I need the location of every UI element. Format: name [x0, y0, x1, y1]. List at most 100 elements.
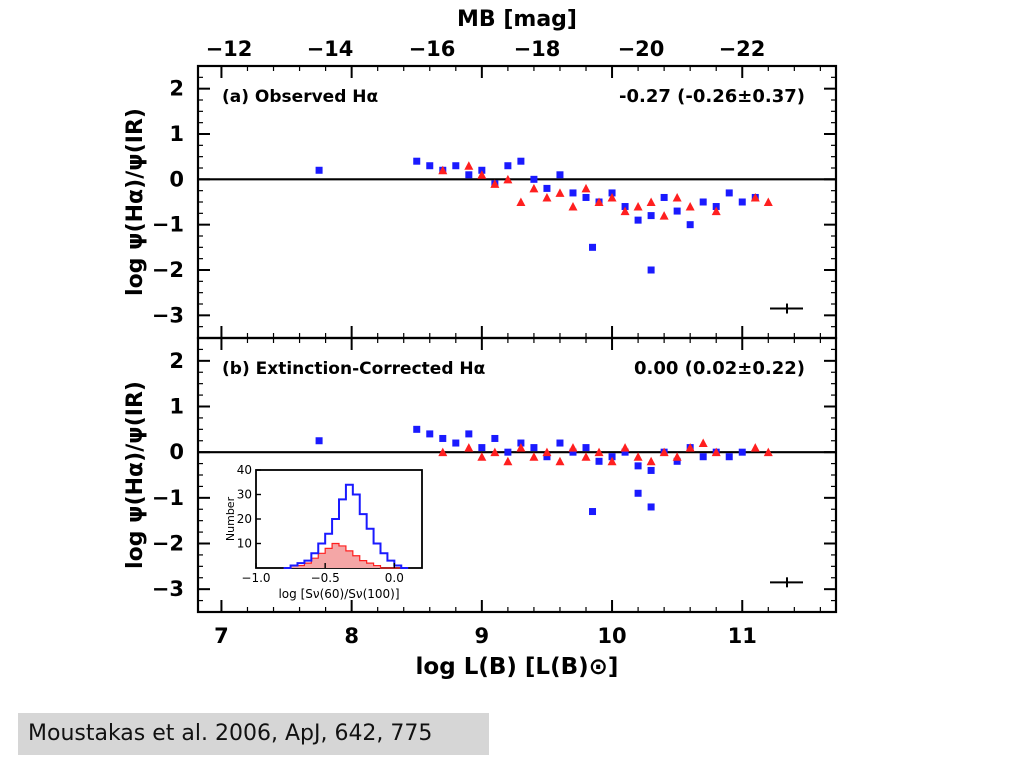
data-point-blue-square: [634, 462, 642, 470]
data-point-blue-square: [634, 216, 642, 224]
histogram-all: [283, 483, 409, 569]
data-point-red-triangle: [503, 456, 513, 466]
panel-label: (b) Extinction-Corrected Hα: [222, 359, 485, 379]
panel-stat: 0.00 (0.02±0.22): [634, 358, 805, 379]
data-point-blue-square: [315, 437, 323, 445]
panel-stat: -0.27 (-0.26±0.37): [619, 86, 805, 107]
inset-y-tick-label: 40: [237, 463, 252, 477]
data-point-red-triangle: [464, 161, 474, 170]
y-tick-label: 0: [169, 167, 184, 191]
data-point-blue-square: [478, 166, 486, 174]
data-point-red-triangle: [542, 192, 552, 202]
data-point-red-triangle: [438, 165, 448, 175]
data-point-blue-square: [582, 444, 590, 452]
y-axis-label: log ψ(Hα)/ψ(IR): [123, 108, 148, 296]
data-point-red-triangle: [594, 447, 604, 457]
y-tick-label: −2: [152, 532, 184, 556]
data-point-red-triangle: [555, 188, 565, 197]
y-tick-label: −3: [152, 577, 184, 601]
data-point-blue-square: [491, 434, 499, 442]
top-tick-label: −14: [307, 37, 354, 61]
data-point-blue-square: [315, 166, 323, 174]
data-point-red-triangle: [646, 456, 656, 466]
data-point-blue-square: [608, 453, 616, 461]
data-point-blue-square: [686, 221, 694, 229]
data-point-blue-square: [465, 171, 473, 179]
data-point-blue-square: [621, 448, 629, 456]
figure: 210−1−2−3(a) Observed Hα -0.27 (-0.26±0.3…: [123, 7, 838, 680]
data-point-red-triangle: [711, 447, 721, 457]
y-tick-label: 0: [169, 440, 184, 464]
data-point-red-triangle: [685, 202, 695, 211]
x-tick-label: 11: [728, 624, 757, 648]
data-point-red-triangle: [477, 170, 487, 179]
inset-x-tick-label: −1.0: [241, 571, 270, 585]
data-point-red-triangle: [763, 197, 773, 206]
data-point-red-triangle: [464, 443, 474, 452]
data-point-red-triangle: [568, 443, 578, 452]
data-point-red-triangle: [750, 192, 760, 202]
top-tick-label: −22: [719, 37, 766, 61]
data-point-blue-square: [725, 189, 733, 197]
data-point-red-triangle: [516, 443, 526, 452]
data-point-blue-square: [699, 453, 707, 461]
panel-label: (a) Observed Hα: [222, 87, 378, 107]
data-point-blue-square: [556, 171, 564, 179]
data-point-blue-square: [608, 189, 616, 197]
data-point-blue-square: [439, 434, 447, 442]
data-point-blue-square: [530, 444, 538, 452]
x-tick-label: 9: [475, 624, 490, 648]
data-point-blue-square: [634, 489, 642, 497]
data-point-red-triangle: [659, 447, 669, 457]
inset-x-label: log [Sν(60)/Sν(100)]: [278, 587, 399, 601]
data-point-red-triangle: [607, 192, 617, 202]
data-point-blue-square: [543, 453, 551, 461]
citation-label: Moustakas et al. 2006, ApJ, 642, 775: [18, 713, 489, 755]
data-point-red-triangle: [529, 183, 539, 193]
data-point-red-triangle: [568, 202, 578, 211]
data-point-blue-square: [465, 430, 473, 438]
data-point-blue-square: [673, 207, 681, 215]
y-tick-label: 1: [169, 395, 184, 419]
data-point-blue-square: [478, 444, 486, 452]
data-point-blue-square: [589, 508, 597, 516]
x-tick-label: 10: [597, 624, 626, 648]
data-point-blue-square: [660, 193, 668, 201]
data-point-blue-square: [452, 162, 460, 170]
data-point-red-triangle: [516, 197, 526, 206]
data-point-red-triangle: [620, 206, 630, 216]
data-point-red-triangle: [542, 447, 552, 457]
data-point-red-triangle: [594, 197, 604, 206]
data-point-blue-square: [647, 466, 655, 474]
data-point-red-triangle: [490, 179, 500, 188]
data-point-red-triangle: [750, 443, 760, 452]
y-tick-label: 1: [169, 122, 184, 146]
data-point-red-triangle: [672, 452, 682, 461]
data-point-red-triangle: [646, 197, 656, 206]
data-point-blue-square: [452, 439, 460, 447]
data-point-red-triangle: [555, 456, 565, 466]
data-point-red-triangle: [633, 202, 643, 211]
data-point-blue-square: [673, 457, 681, 465]
data-point-blue-square: [647, 503, 655, 511]
panel-b: 210−1−2−37 8 9 10 11(b) Extinction-Corrected…: [123, 336, 838, 648]
histogram-subset: [283, 542, 409, 569]
top-tick-label: −18: [514, 37, 561, 61]
data-point-blue-square: [426, 162, 434, 170]
x-tick-label: 7: [214, 624, 229, 648]
y-tick-label: −1: [152, 213, 184, 237]
data-point-blue-square: [413, 425, 421, 433]
top-axis: MB [mag] −12 −14 −16 −18 −20 −22: [206, 7, 766, 61]
data-point-blue-square: [569, 189, 577, 197]
data-point-blue-square: [621, 203, 629, 211]
data-point-blue-square: [426, 430, 434, 438]
inset-y-tick-label: 10: [237, 537, 252, 551]
data-point-blue-square: [556, 439, 564, 447]
data-point-red-triangle: [620, 443, 630, 452]
data-point-red-triangle: [607, 456, 617, 466]
top-axis-label: MB [mag]: [457, 7, 577, 32]
inset-histogram: 10 20 30 40 −1.0 −0.5 0.0 Number log [Sν(60)/Sν(…: [224, 463, 423, 601]
data-point-red-triangle: [529, 452, 539, 461]
y-tick-label: 2: [169, 77, 184, 101]
y-tick-label: 2: [169, 349, 184, 373]
